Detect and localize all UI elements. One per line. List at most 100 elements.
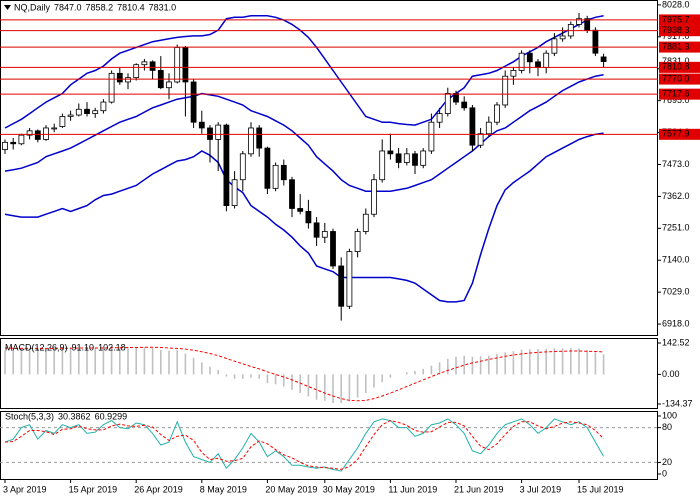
- candle-body: [420, 150, 427, 166]
- macd-bar: [12, 349, 14, 375]
- x-tick-label: 11 Jun 2019: [388, 484, 437, 494]
- candle-body: [412, 153, 418, 166]
- bollinger-lower: [4, 132, 604, 303]
- y-tick-label: 0: [662, 468, 667, 478]
- candle-body: [600, 56, 607, 62]
- candle-body: [403, 153, 410, 163]
- macd-bar: [586, 350, 588, 375]
- candle-body: [395, 153, 402, 163]
- macd-bar: [242, 374, 244, 379]
- x-tick-label: 15 Jul 2019: [577, 484, 624, 494]
- macd-bar: [537, 349, 539, 375]
- candle-body: [75, 108, 82, 116]
- candle-body: [198, 121, 205, 129]
- macd-bar: [209, 366, 211, 375]
- indicator-label: 7858.2: [86, 2, 114, 12]
- y-tick-label: 100: [662, 410, 677, 420]
- y-tick-label: 0.00: [662, 369, 680, 379]
- level-label: 7881.3: [662, 41, 690, 51]
- y-tick-label: 6918.0: [662, 318, 690, 328]
- candle-body: [108, 72, 115, 103]
- macd-bar: [37, 348, 39, 375]
- indicator-label: MACD(12,26,9): [5, 342, 68, 352]
- candle-body: [125, 77, 131, 83]
- y-tick-label: 7695.0: [662, 95, 690, 105]
- candle-body: [379, 150, 386, 181]
- x-tick-label: 21 Jun 2019: [454, 484, 504, 494]
- macd-bar: [348, 374, 351, 401]
- candle-body: [477, 133, 484, 146]
- macd-bar: [356, 374, 359, 398]
- candle-body: [59, 116, 66, 127]
- macd-bar: [365, 374, 367, 394]
- candle-body: [592, 29, 599, 54]
- macd-bar: [102, 348, 105, 375]
- candle-body: [428, 121, 435, 152]
- macd-bar: [512, 351, 515, 375]
- candle-body: [26, 130, 33, 136]
- macd-bar: [504, 352, 506, 375]
- candle-body: [305, 210, 312, 224]
- candle-body: [190, 81, 197, 123]
- macd-bar: [430, 365, 433, 375]
- level-label-box: [659, 41, 700, 53]
- macd-bar: [438, 362, 441, 375]
- candle-body: [330, 231, 336, 267]
- macd-bar: [594, 352, 597, 375]
- macd-bar: [78, 347, 80, 375]
- candle-body: [354, 231, 361, 253]
- candle-body: [461, 101, 468, 109]
- macd-bar: [479, 356, 482, 375]
- macd-bar: [266, 374, 269, 384]
- candle-body: [289, 179, 295, 209]
- macd-bar: [168, 350, 170, 375]
- stoch-line: [4, 418, 605, 472]
- candle-body: [297, 208, 304, 212]
- candle-body: [453, 93, 459, 103]
- indicator-label: 91.10: [72, 342, 95, 352]
- candle-body: [264, 147, 271, 189]
- macd-bar: [225, 374, 228, 377]
- macd-bar: [529, 349, 531, 375]
- macd-bar: [176, 349, 178, 375]
- macd-bar: [602, 354, 605, 375]
- macd-bar: [192, 357, 195, 375]
- macd-bar: [324, 374, 326, 401]
- y-tick-label: 7362.0: [662, 191, 690, 201]
- candle-body: [559, 35, 566, 40]
- candle-body: [67, 114, 74, 117]
- macd-bar: [455, 356, 457, 375]
- level-label-box: [659, 61, 700, 73]
- candle-body: [116, 72, 123, 83]
- macd-bar: [143, 347, 146, 375]
- macd-bar: [233, 374, 236, 379]
- candle-body: [518, 52, 525, 71]
- candle-body: [223, 124, 230, 207]
- x-tick-label: 8 May 2019: [200, 484, 247, 494]
- current-price-box: [659, 56, 700, 68]
- candle-body: [182, 47, 189, 83]
- candle-body: [502, 75, 509, 106]
- indicator-label: 7831.0: [149, 2, 177, 12]
- macd-bar: [119, 346, 121, 375]
- macd-bar: [53, 347, 55, 375]
- stoch-panel: [0, 411, 658, 480]
- y-tick-label: 80: [662, 422, 672, 432]
- macd-bar: [340, 374, 342, 404]
- candle-body: [469, 107, 476, 146]
- macd-bar: [414, 371, 416, 375]
- macd-bar: [4, 350, 6, 375]
- y-tick-label: 7251.0: [662, 223, 690, 233]
- candle-body: [256, 127, 263, 149]
- candle-body: [10, 141, 17, 145]
- x-tick-label: 30 May 2019: [323, 484, 375, 494]
- candle-body: [494, 104, 500, 123]
- y-tick-label: 142.52: [662, 337, 690, 347]
- candle-body: [321, 231, 328, 238]
- level-label: 7770.0: [662, 73, 690, 83]
- macd-bar: [291, 374, 293, 390]
- macd-bar: [201, 362, 203, 375]
- candle-body: [280, 164, 287, 181]
- level-label: 7975.7: [662, 14, 690, 24]
